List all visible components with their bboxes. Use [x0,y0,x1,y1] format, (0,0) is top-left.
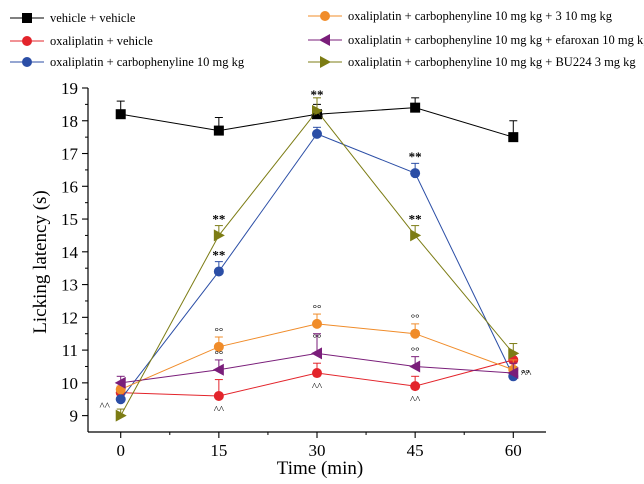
legend-label: oxaliplatin + carbophenyline 10 mg kg + … [348,33,644,47]
significance-mark: °° [313,332,322,344]
x-tick-label: 30 [309,441,326,460]
ticks: 9 10 11 12 13 14 15 16 17 18 19 0 15 30 45 60 [61,79,522,460]
data-point [410,168,421,179]
legend-marker [22,57,32,67]
legend-marker [320,56,331,68]
data-point [312,104,323,117]
legend-label: oxaliplatin + carbophenyline 10 mg kg + … [348,9,613,23]
axes: Time (min) Licking latency (s) [30,88,546,479]
data-point [312,109,322,120]
legend-item-0: vehicle + vehicle [10,11,136,25]
significance-mark: °° [521,368,530,380]
x-axis-label: Time (min) [277,458,363,479]
significance-mark: ** [311,87,324,102]
significance-mark: ** [409,149,422,164]
x-tick-label: 45 [407,441,424,460]
annotations: ************°°°°°°°°°°°°°°^^ ^^^^^^^^ [100,87,533,416]
legend-item-2: oxaliplatin + carbophenyline 10 mg kg [10,55,245,69]
series-1 [115,352,519,401]
significance-mark: °° [411,313,420,325]
data-point [213,390,224,401]
significance-mark: °° [411,345,420,357]
y-tick-label: 18 [61,112,78,131]
data-point [213,229,225,242]
significance-mark: ^^ [312,381,323,393]
y-tick-label: 16 [61,177,78,196]
data-point [507,367,519,380]
y-tick-label: 19 [61,79,78,98]
data-point [410,102,421,113]
significance-mark: °° [313,303,322,315]
x-tick-label: 0 [116,441,125,460]
data-point [410,328,421,339]
data-point [508,347,520,360]
data-point [312,128,322,139]
significance-mark: ** [212,247,225,262]
legend-item-4: oxaliplatin + carbophenyline 10 mg kg + … [308,33,644,47]
legend-label: oxaliplatin + vehicle [50,34,153,48]
series-4 [114,333,519,389]
y-axis-label: Licking latency (s) [30,190,51,334]
y-tick-label: 15 [61,210,78,229]
data-point [311,347,322,360]
data-point [213,125,224,136]
data-point [410,381,421,392]
data-point [213,341,224,352]
x-tick-label: 60 [505,441,522,460]
legend-marker [320,11,330,21]
legend-marker [22,13,32,23]
significance-mark: ^^ [521,368,532,380]
y-tick-label: 13 [61,276,78,295]
significance-mark: ** [212,211,225,226]
significance-mark: °° [214,326,223,338]
significance-mark: ^^ [100,401,111,413]
series-2 [115,126,519,405]
legend-item-1: oxaliplatin + vehicle [10,34,153,48]
series-5 [115,97,520,422]
y-tick-label: 11 [62,341,78,360]
significance-mark: °° [214,349,223,361]
y-tick-label: 10 [61,374,78,393]
data-point [115,409,127,422]
data-point [114,376,126,389]
series-line [120,133,514,400]
legend-label: oxaliplatin + carbophenyline 10 mg kg [50,55,245,69]
data-point [312,368,322,379]
series-layer [114,97,520,422]
y-tick-label: 17 [61,145,79,164]
legend-item-3: oxaliplatin + carbophenyline 10 mg kg + … [308,9,613,23]
y-tick-label: 14 [61,243,79,262]
legend: vehicle + vehicle oxaliplatin + vehicle ox… [10,9,644,69]
legend-label: oxaliplatin + carbophenyline 10 mg kg + … [348,55,636,69]
significance-mark: ** [409,211,422,226]
data-point [115,109,126,120]
data-point [115,394,126,405]
data-point [213,266,224,277]
y-tick-label: 9 [70,407,79,426]
data-point [409,360,421,373]
legend-label: vehicle + vehicle [50,11,136,25]
significance-mark: ^^ [410,394,421,406]
legend-marker [22,36,32,46]
legend-item-5: oxaliplatin + carbophenyline 10 mg kg + … [308,55,636,69]
data-point [410,229,422,242]
data-point [312,318,322,329]
legend-marker [319,34,330,46]
significance-mark: ^^ [214,404,225,416]
data-point [212,363,224,376]
significance-mark: ** [311,110,324,125]
x-tick-label: 15 [210,441,227,460]
y-tick-label: 12 [61,308,78,327]
data-point [508,132,519,143]
